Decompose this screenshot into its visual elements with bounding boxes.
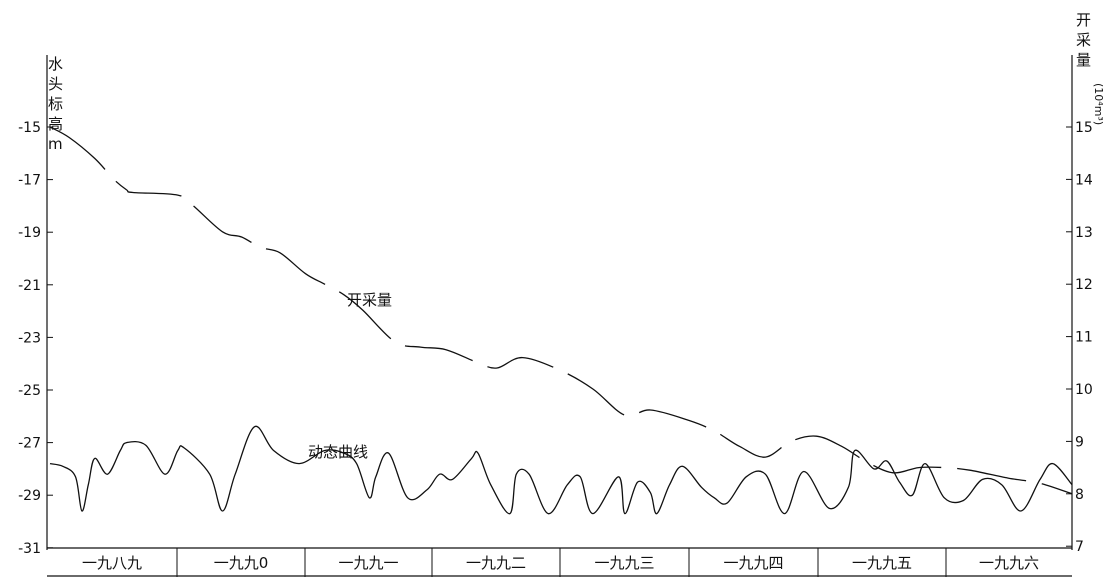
left-tick-label: -17 (18, 173, 41, 189)
series-line-extraction (49, 126, 1073, 495)
left-axis-label-char: 头 (48, 75, 63, 93)
right-axis-label-char: 量 (1076, 51, 1091, 69)
right-tick-label: 8 (1075, 487, 1084, 503)
right-axis-label-char: 采 (1076, 31, 1091, 49)
series-line-dynamic (49, 425, 1073, 515)
right-tick-label: 13 (1075, 225, 1093, 241)
series-annotation: 动态曲线 (308, 443, 368, 461)
right-tick-label: 9 (1075, 434, 1084, 450)
right-tick-label: 15 (1075, 120, 1093, 136)
left-tick-label: -31 (18, 541, 41, 557)
category-label: 一九九0 (214, 554, 269, 572)
category-label: 一九九四 (723, 554, 783, 572)
left-tick-label: -23 (18, 330, 41, 346)
category-label: 一九九六 (979, 554, 1039, 572)
category-label: 一九九三 (594, 554, 654, 572)
left-axis-label-char: m (48, 135, 63, 153)
left-axis-label-char: 水 (48, 55, 63, 73)
category-label: 一九九一 (338, 554, 398, 572)
category-label: 一九八九 (82, 554, 142, 572)
right-tick-label: 14 (1075, 172, 1093, 188)
right-axis-label-char: 开 (1076, 11, 1091, 29)
right-tick-label: 11 (1075, 330, 1093, 346)
series-layer (49, 126, 1073, 515)
axes-group: -15 -17 -19 -21 -23 -25 -27 -29 -31 15 14 13 12 11 10 9… (18, 11, 1105, 577)
right-tick-label: 12 (1075, 277, 1093, 293)
series-annotation: 开采量 (347, 291, 392, 309)
left-tick-label: -27 (18, 436, 41, 452)
left-tick-label: -15 (18, 120, 41, 136)
left-tick-label: -29 (18, 488, 41, 504)
left-tick-label: -21 (18, 278, 41, 294)
left-tick-label: -19 (18, 225, 41, 241)
category-label: 一九九五 (852, 554, 912, 572)
category-label: 一九九二 (466, 554, 526, 572)
left-axis-label-char: 标 (48, 95, 63, 113)
right-axis-unit: (10⁴m³) (1092, 83, 1105, 125)
right-tick-label: 7 (1075, 539, 1084, 555)
left-tick-label: -25 (18, 383, 41, 399)
right-tick-label: 10 (1075, 382, 1093, 398)
